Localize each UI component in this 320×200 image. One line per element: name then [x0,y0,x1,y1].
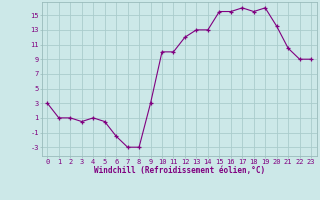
X-axis label: Windchill (Refroidissement éolien,°C): Windchill (Refroidissement éolien,°C) [94,166,265,175]
